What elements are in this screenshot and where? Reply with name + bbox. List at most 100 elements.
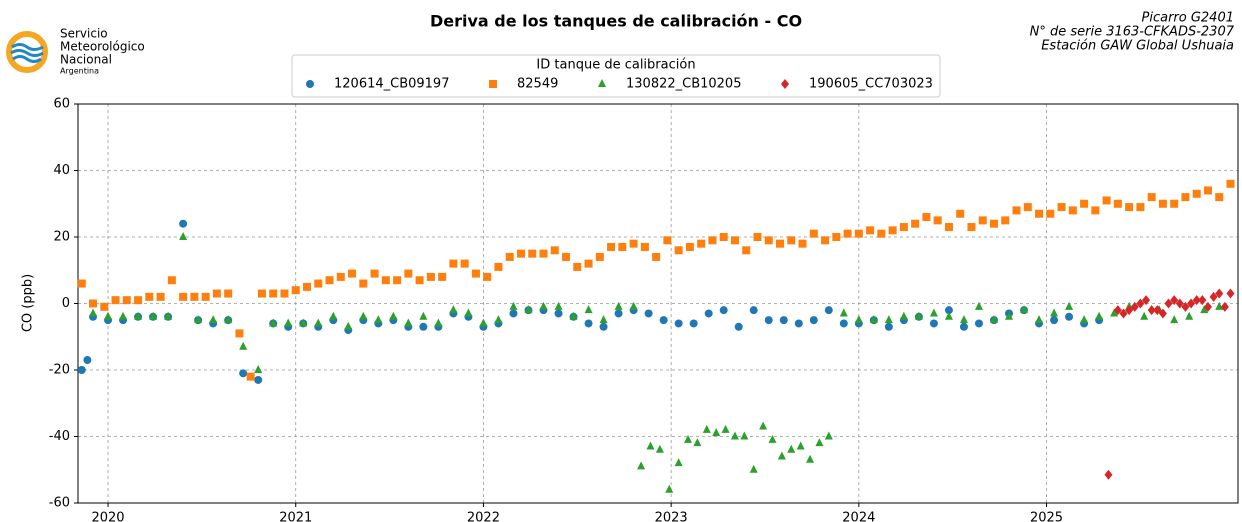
point xyxy=(1065,301,1074,310)
point xyxy=(404,318,413,327)
point xyxy=(614,309,623,318)
point xyxy=(291,286,300,295)
point xyxy=(599,315,608,324)
point xyxy=(370,269,379,278)
x-tick-label: 2023 xyxy=(655,511,688,522)
point xyxy=(381,276,390,285)
point xyxy=(815,438,824,447)
point xyxy=(194,315,203,324)
point xyxy=(854,229,863,238)
point xyxy=(665,484,674,493)
point xyxy=(122,296,131,305)
point xyxy=(640,242,649,251)
point xyxy=(1181,301,1190,312)
point xyxy=(1136,298,1145,309)
y-axis-label: CO (ppb) xyxy=(21,274,36,332)
point xyxy=(674,246,683,255)
point xyxy=(779,316,788,325)
point xyxy=(329,311,338,320)
point xyxy=(659,316,668,325)
point xyxy=(914,311,923,320)
point xyxy=(77,279,86,288)
point xyxy=(712,428,721,437)
logo-text: Meteorológico xyxy=(60,40,145,54)
point xyxy=(721,424,730,433)
point xyxy=(1102,196,1111,205)
point xyxy=(689,319,698,328)
point xyxy=(201,292,210,301)
point xyxy=(1020,305,1029,314)
x-tick-label: 2024 xyxy=(842,511,875,522)
point xyxy=(1215,288,1224,299)
point xyxy=(1185,311,1194,320)
point xyxy=(959,322,968,331)
point xyxy=(505,252,514,261)
point xyxy=(1192,189,1201,198)
point xyxy=(156,292,165,301)
point xyxy=(1050,316,1059,325)
point xyxy=(806,454,815,463)
point xyxy=(740,431,749,440)
point xyxy=(1091,206,1100,215)
legend-label: 190605_CC703023 xyxy=(809,77,933,92)
point xyxy=(1065,312,1074,321)
point xyxy=(824,431,833,440)
point xyxy=(877,229,886,238)
point xyxy=(516,249,525,258)
point xyxy=(730,431,739,440)
point xyxy=(314,318,323,327)
point xyxy=(1023,203,1032,212)
point xyxy=(524,305,533,314)
point xyxy=(809,229,818,238)
legend-label: 120614_CB09197 xyxy=(334,77,449,92)
point xyxy=(1200,305,1209,314)
legend-title: ID tanque de calibración xyxy=(536,58,695,73)
point xyxy=(1068,206,1077,215)
point xyxy=(539,249,548,258)
point xyxy=(652,252,661,261)
point xyxy=(149,311,158,320)
point xyxy=(1113,305,1122,316)
point xyxy=(869,315,878,324)
point xyxy=(1125,305,1134,316)
point xyxy=(239,341,248,350)
point xyxy=(179,232,188,240)
point xyxy=(179,292,188,301)
point xyxy=(562,252,571,261)
point xyxy=(956,209,965,218)
point xyxy=(539,301,548,310)
point xyxy=(254,375,263,384)
point xyxy=(100,302,109,311)
point xyxy=(1125,203,1134,212)
point xyxy=(1203,301,1212,312)
point xyxy=(798,239,807,248)
legend-label: 130822_CB10205 xyxy=(626,77,741,92)
point xyxy=(1203,186,1212,195)
point xyxy=(1140,311,1149,320)
point xyxy=(584,319,593,328)
point xyxy=(629,301,638,310)
point xyxy=(336,272,345,281)
legend-label: 82549 xyxy=(517,77,558,92)
annotation: Picarro G2401 xyxy=(1142,11,1235,26)
legend-box xyxy=(291,54,941,98)
point xyxy=(1147,305,1156,316)
point xyxy=(1046,209,1055,218)
point xyxy=(637,461,646,470)
point xyxy=(325,276,334,285)
point xyxy=(1035,209,1044,218)
point xyxy=(1181,193,1190,202)
point xyxy=(644,309,653,318)
point xyxy=(749,306,758,315)
point xyxy=(989,219,998,228)
point xyxy=(209,315,218,324)
y-tick-label: 40 xyxy=(53,163,70,178)
point xyxy=(494,315,503,324)
point xyxy=(989,315,998,324)
point xyxy=(269,318,278,327)
x-tick-label: 2025 xyxy=(1030,511,1063,522)
point xyxy=(1005,311,1014,320)
point xyxy=(959,315,968,324)
point xyxy=(1187,298,1196,309)
point xyxy=(685,242,694,251)
